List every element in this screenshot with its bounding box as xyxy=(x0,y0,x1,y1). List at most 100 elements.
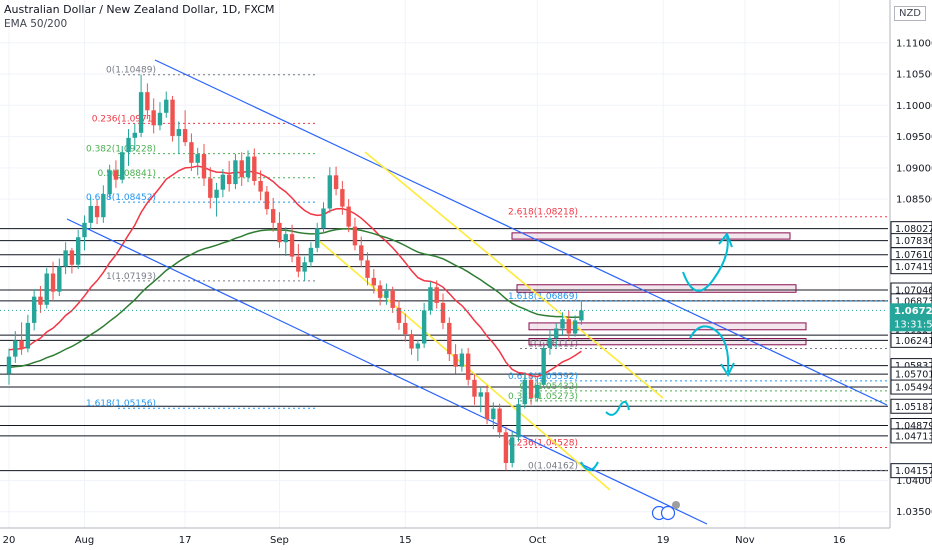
candle-body xyxy=(579,310,584,321)
candle-body xyxy=(69,250,75,265)
level-price-box xyxy=(890,259,932,275)
level-price-label: 1.04713 xyxy=(895,431,932,442)
candle-body xyxy=(75,237,81,265)
channel-lower-line xyxy=(66,218,708,525)
level-price-box xyxy=(890,463,932,479)
arrow-up-path xyxy=(682,235,729,292)
candle-body xyxy=(63,250,68,267)
time-tick-label: Oct xyxy=(529,535,546,546)
candle-body xyxy=(377,285,383,298)
price-tick-label: 1.03500 xyxy=(896,507,932,518)
candle-body xyxy=(176,129,182,136)
candles xyxy=(6,74,584,471)
candle-body xyxy=(547,337,553,348)
arrow-down-head xyxy=(720,362,735,378)
price-zone-rect xyxy=(511,232,791,240)
level-price-box xyxy=(890,398,932,414)
candle-body xyxy=(497,408,502,433)
price-zone-rect xyxy=(516,284,797,293)
fib-level-label: 0.236(1.04528) xyxy=(508,438,578,448)
level-price-label: 1.07419 xyxy=(895,262,932,273)
candle-body xyxy=(415,343,421,349)
candle-body xyxy=(107,170,112,195)
fib-level-label: 1.618(1.06869) xyxy=(508,292,578,302)
fib-level-label: 0(1.10489) xyxy=(106,66,156,76)
candle-body xyxy=(560,319,565,329)
candle-body xyxy=(270,209,276,223)
level-price-label: 1.07046 xyxy=(895,286,932,297)
channel-upper-line xyxy=(154,59,888,406)
candle-body xyxy=(327,175,332,209)
fib-level-label: 1(1.07193) xyxy=(106,272,156,282)
candle-body xyxy=(145,92,150,111)
candle-body xyxy=(447,322,452,355)
candle-body xyxy=(195,154,200,163)
candle-body xyxy=(13,340,18,357)
candle-body xyxy=(258,180,263,192)
candle-body xyxy=(44,273,49,305)
fib-level-label: 2.618(1.08218) xyxy=(508,208,578,218)
price-tick-label: 1.09000 xyxy=(896,163,932,174)
candle-body xyxy=(214,189,219,198)
candle-body xyxy=(101,194,106,218)
candle-body xyxy=(302,262,307,272)
candle-body xyxy=(132,132,137,138)
candle-body xyxy=(182,129,188,143)
candle-body xyxy=(151,110,156,126)
fib-level-label: 0(1.04162) xyxy=(528,461,578,471)
currency-badge[interactable]: NZD xyxy=(893,6,926,21)
time-tick-label: Aug xyxy=(75,535,95,546)
level-price-label: 1.04157 xyxy=(895,466,932,477)
candle-body xyxy=(57,266,62,292)
projection-arrows xyxy=(580,232,735,521)
level-price-label: 1.07610 xyxy=(895,250,932,261)
level-price-label: 1.06241 xyxy=(895,336,932,347)
time-tick-label: 15 xyxy=(399,535,412,546)
price-tick-label: 1.10000 xyxy=(896,101,932,112)
candle-body xyxy=(465,353,471,380)
plot-background xyxy=(0,0,888,528)
candle-body xyxy=(38,296,43,305)
level-price-label: 1.06873 xyxy=(895,296,932,307)
candle-body xyxy=(478,392,483,397)
level-price-box xyxy=(890,332,932,348)
candle-body xyxy=(308,247,314,263)
fib-level-label: 0.236(1.0971) xyxy=(92,114,156,124)
candle-body xyxy=(396,307,402,323)
candle-body xyxy=(6,356,12,374)
level-price-label: 1.05701 xyxy=(895,370,932,381)
candle-body xyxy=(277,222,282,243)
candle-body xyxy=(503,432,509,463)
candle-body xyxy=(315,228,320,248)
time-tick-label: 16 xyxy=(833,535,846,546)
time-tick-label: Sep xyxy=(270,535,289,546)
candle-body xyxy=(31,296,37,323)
candle-body xyxy=(220,174,226,190)
fib-level-label: 0.5(1.05432) xyxy=(519,382,578,392)
yellow-channel-upper xyxy=(364,151,664,399)
time-tick-label: 19 xyxy=(657,535,670,546)
level-price-label: 1.05187 xyxy=(895,402,932,413)
candle-body xyxy=(554,328,559,338)
candle-body xyxy=(346,206,351,227)
ema-lines xyxy=(8,165,582,378)
candle-body xyxy=(25,322,31,349)
price-tick-label: 1.09500 xyxy=(896,132,932,143)
indicator-label[interactable]: EMA 50/200 xyxy=(4,18,68,30)
candle-body xyxy=(459,353,465,367)
price-axis[interactable]: 1.11000 1.10500 1.10000 1.09500 1.09000 1.085… xyxy=(0,0,932,528)
candle-body xyxy=(208,178,213,198)
level-price-label: 1.05837 xyxy=(895,361,932,372)
trend-channels xyxy=(66,59,888,525)
fib-level-label: 0.382(1.09228) xyxy=(86,145,156,155)
price-tick-label: 1.10500 xyxy=(896,70,932,81)
candle-body xyxy=(535,384,540,398)
time-tick-label: 17 xyxy=(179,535,192,546)
candle-body xyxy=(390,291,395,308)
candle-body xyxy=(252,156,257,181)
event-icon xyxy=(660,505,676,521)
event-icon xyxy=(672,501,680,509)
time-axis[interactable]: 20Aug17Sep15Oct19Nov16Dec14202118Feb xyxy=(0,527,932,550)
